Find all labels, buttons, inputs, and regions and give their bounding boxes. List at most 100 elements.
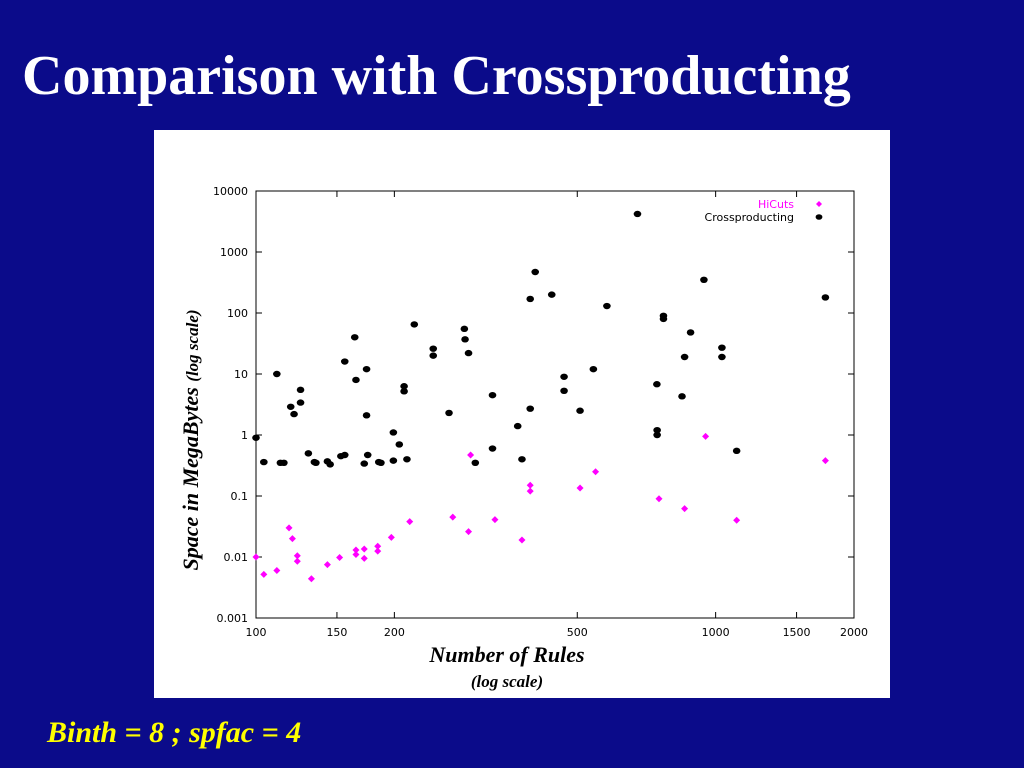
plot-frame — [255, 190, 855, 619]
crossproducting-point — [576, 407, 584, 414]
crossproducting-point — [290, 410, 298, 418]
crossproducting-point — [460, 325, 469, 333]
y-tick-label: 1 — [241, 429, 248, 442]
y-axis-label-text: Space in MegaBytes — [178, 387, 203, 571]
crossproducting-point — [526, 295, 535, 303]
crossproducting-point — [513, 422, 522, 430]
crossproducting-point — [360, 460, 369, 467]
crossproducting-point — [352, 376, 360, 384]
y-tick-label: 10 — [234, 368, 248, 381]
crossproducting-point — [410, 321, 419, 328]
crossproducting-point — [389, 429, 398, 436]
crossproducting-point — [680, 353, 689, 361]
y-tick-label: 100 — [227, 307, 248, 320]
y-axis-label-note: (log scale) — [183, 309, 202, 382]
y-axis-label: Space in MegaBytes (log scale) — [178, 309, 204, 570]
crossproducting-point — [445, 409, 453, 417]
data-points — [252, 210, 830, 583]
hicuts-point — [307, 575, 315, 583]
crossproducting-point — [560, 373, 568, 380]
crossproducting-point — [603, 302, 611, 310]
crossproducting-point — [350, 334, 359, 341]
crossproducting-point — [653, 381, 661, 388]
crossproducting-point — [395, 441, 404, 448]
crossproducting-point — [821, 294, 830, 301]
x-axis-label: Number of Rules — [429, 642, 585, 667]
hicuts-point — [526, 481, 534, 489]
crossproducting-point — [296, 386, 305, 394]
hicuts-point — [288, 535, 296, 543]
hicuts-point — [374, 547, 382, 555]
crossproducting-point — [686, 329, 695, 336]
crossproducting-point — [400, 383, 408, 390]
crossproducting-point — [653, 426, 661, 434]
crossproducting-point — [633, 210, 642, 218]
hicuts-point — [273, 567, 281, 575]
plot-panel: 100 150 200 500 1000 1500 2000 0.001 0.01 0.1 1 10 1… — [154, 130, 890, 698]
crossproducting-point — [362, 365, 371, 373]
axis-ticks: 100 150 200 500 1000 1500 2000 0.001 0.01 0.1 1 10 1… — [213, 185, 868, 639]
crossproducting-point — [732, 447, 741, 455]
crossproducting-point — [340, 358, 349, 365]
crossproducting-point — [560, 387, 568, 395]
legend-label-hicuts: HiCuts — [758, 198, 794, 211]
hicuts-point — [526, 487, 534, 495]
crossproducting-point — [653, 431, 661, 439]
slide-title: Comparison with Crossproducting — [22, 45, 851, 107]
y-tick-label: 0.01 — [224, 551, 249, 564]
hicuts-point — [406, 518, 414, 526]
crossproducting-point — [403, 456, 411, 463]
legend-marker-hicuts — [816, 201, 822, 207]
crossproducting-point — [488, 391, 497, 399]
crossproducting-point — [429, 352, 438, 359]
crossproducting-point — [659, 315, 668, 323]
crossproducting-point — [340, 451, 349, 459]
crossproducting-point — [718, 353, 726, 361]
crossproducting-point — [363, 451, 372, 459]
crossproducting-point — [531, 268, 540, 276]
hicuts-point — [733, 516, 741, 524]
hicuts-point — [285, 524, 293, 532]
scatter-chart: 100 150 200 500 1000 1500 2000 0.001 0.01 0.1 1 10 1… — [213, 185, 868, 639]
crossproducting-point — [280, 459, 288, 467]
crossproducting-point — [304, 450, 313, 457]
crossproducting-point — [464, 349, 473, 357]
crossproducting-point — [400, 388, 408, 395]
x-tick-label: 100 — [246, 626, 267, 639]
hicuts-point — [252, 553, 260, 561]
hicuts-point — [702, 432, 710, 440]
crossproducting-point — [526, 405, 535, 412]
y-tick-label: 0.001 — [217, 612, 249, 625]
hicuts-point — [293, 552, 301, 560]
crossproducting-point — [273, 370, 281, 378]
crossproducting-point — [389, 457, 398, 464]
hicuts-point — [576, 484, 584, 492]
x-tick-label: 1000 — [702, 626, 730, 639]
crossproducting-point — [700, 276, 708, 284]
crossproducting-point — [678, 393, 686, 400]
crossproducting-point — [362, 412, 371, 419]
crossproducting-point — [461, 336, 469, 343]
hicuts-point — [655, 495, 663, 503]
hicuts-point — [491, 516, 499, 524]
hicuts-point — [260, 570, 268, 578]
hicuts-point — [336, 554, 344, 562]
crossproducting-point — [312, 459, 320, 467]
y-axis-label-wrap: Space in MegaBytes (log scale) — [174, 210, 208, 670]
hicuts-point — [821, 457, 829, 465]
footer-note: Binth = 8 ; spfac = 4 — [47, 716, 302, 749]
legend-label-crossproducting: Crossproducting — [705, 211, 794, 224]
hicuts-point — [352, 550, 360, 558]
x-tick-label: 1500 — [783, 626, 811, 639]
crossproducting-point — [377, 459, 385, 467]
crossproducting-point — [296, 399, 305, 406]
crossproducting-point — [260, 458, 268, 466]
hicuts-point — [293, 557, 301, 565]
hicuts-point — [681, 505, 689, 513]
hicuts-point — [592, 468, 600, 476]
hicuts-point — [449, 513, 457, 521]
x-tick-label: 150 — [326, 626, 347, 639]
hicuts-point — [360, 545, 368, 553]
hicuts-point — [518, 536, 526, 544]
